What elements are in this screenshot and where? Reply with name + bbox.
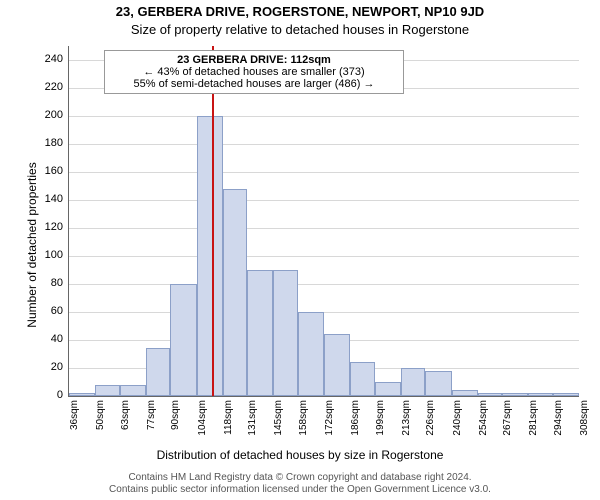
annotation-line-larger: 55% of semi-detached houses are larger (… <box>134 78 375 90</box>
x-tick-label: 254sqm <box>478 400 489 450</box>
x-axis-label: Distribution of detached houses by size … <box>0 448 600 462</box>
annotation-line-smaller: ← 43% of detached houses are smaller (37… <box>143 66 364 78</box>
histogram-bar <box>350 362 374 396</box>
histogram-bar <box>95 385 119 396</box>
histogram-bar <box>69 393 95 396</box>
copyright-line-1: Contains HM Land Registry data © Crown c… <box>128 472 471 483</box>
x-tick-label: 36sqm <box>69 400 80 450</box>
histogram-bar <box>223 189 247 396</box>
x-tick-label: 172sqm <box>324 400 335 450</box>
chart-title-address: 23, GERBERA DRIVE, ROGERSTONE, NEWPORT, … <box>0 4 600 19</box>
histogram-bar <box>170 284 196 396</box>
chart-title-subtitle: Size of property relative to detached ho… <box>0 22 600 37</box>
x-tick-label: 199sqm <box>375 400 386 450</box>
histogram-bar <box>298 312 324 396</box>
x-tick-label: 294sqm <box>553 400 564 450</box>
gridline <box>69 312 579 313</box>
x-tick-label: 145sqm <box>273 400 284 450</box>
y-tick-label: 240 <box>33 53 63 65</box>
x-tick-label: 63sqm <box>120 400 131 450</box>
y-tick-label: 140 <box>33 193 63 205</box>
histogram-bar <box>120 385 146 396</box>
histogram-bar <box>375 382 401 396</box>
histogram-bar <box>452 390 478 396</box>
histogram-bar <box>146 348 170 396</box>
y-tick-label: 180 <box>33 137 63 149</box>
y-tick-label: 100 <box>33 249 63 261</box>
gridline <box>69 172 579 173</box>
histogram-bar <box>401 368 425 396</box>
histogram-bar <box>502 393 528 396</box>
y-tick-label: 0 <box>33 389 63 401</box>
gridline <box>69 116 579 117</box>
x-tick-label: 186sqm <box>350 400 361 450</box>
y-tick-label: 60 <box>33 305 63 317</box>
x-tick-label: 158sqm <box>298 400 309 450</box>
histogram-bar <box>324 334 350 396</box>
x-tick-label: 50sqm <box>95 400 106 450</box>
gridline <box>69 256 579 257</box>
x-tick-label: 240sqm <box>452 400 463 450</box>
y-tick-label: 80 <box>33 277 63 289</box>
y-tick-label: 220 <box>33 81 63 93</box>
x-tick-label: 281sqm <box>528 400 539 450</box>
y-tick-label: 40 <box>33 333 63 345</box>
x-tick-label: 104sqm <box>197 400 208 450</box>
y-tick-label: 120 <box>33 221 63 233</box>
x-tick-label: 308sqm <box>579 400 590 450</box>
y-tick-label: 160 <box>33 165 63 177</box>
chart-container: 23, GERBERA DRIVE, ROGERSTONE, NEWPORT, … <box>0 0 600 500</box>
x-tick-label: 90sqm <box>170 400 181 450</box>
x-tick-label: 77sqm <box>146 400 157 450</box>
x-tick-label: 131sqm <box>247 400 258 450</box>
x-tick-label: 226sqm <box>425 400 436 450</box>
plot-area: 02040608010012014016018020022024036sqm50… <box>68 46 579 397</box>
histogram-bar <box>273 270 297 396</box>
gridline <box>69 228 579 229</box>
histogram-bar <box>553 393 579 396</box>
histogram-bar <box>478 393 502 396</box>
histogram-bar <box>528 393 552 396</box>
y-tick-label: 20 <box>33 361 63 373</box>
histogram-bar <box>425 371 451 396</box>
x-tick-label: 267sqm <box>502 400 513 450</box>
y-tick-label: 200 <box>33 109 63 121</box>
copyright-notice: Contains HM Land Registry data © Crown c… <box>0 472 600 496</box>
property-marker-line <box>212 46 214 396</box>
gridline <box>69 200 579 201</box>
x-tick-label: 213sqm <box>401 400 412 450</box>
histogram-bar <box>197 116 223 396</box>
copyright-line-2: Contains public sector information licen… <box>109 484 491 495</box>
annotation-box: 23 GERBERA DRIVE: 112sqm← 43% of detache… <box>104 50 404 94</box>
histogram-bar <box>247 270 273 396</box>
x-tick-label: 118sqm <box>223 400 234 450</box>
gridline <box>69 144 579 145</box>
annotation-headline: 23 GERBERA DRIVE: 112sqm <box>177 54 331 66</box>
gridline <box>69 284 579 285</box>
